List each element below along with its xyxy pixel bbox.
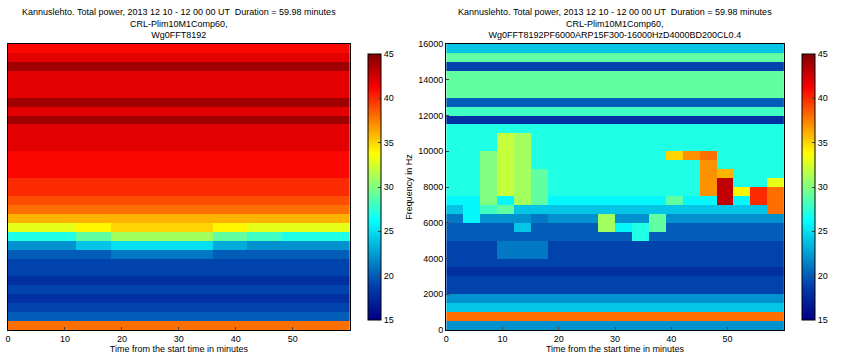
svg-text:Kannuslehto. Total power, 2013: Kannuslehto. Total power, 2013 12 10 - 1… [22,7,336,40]
svg-text:6000: 6000 [423,218,443,228]
svg-text:15: 15 [818,315,828,325]
svg-text:30: 30 [818,182,828,192]
svg-text:Time from the start time in mi: Time from the start time in minutes [110,344,249,354]
svg-text:45: 45 [384,49,394,59]
svg-text:0: 0 [444,334,449,344]
svg-text:20: 20 [818,271,828,281]
svg-text:15: 15 [384,315,394,325]
svg-text:45: 45 [818,49,828,59]
svg-text:10000: 10000 [418,146,443,156]
svg-text:10: 10 [497,334,507,344]
svg-text:50: 50 [288,334,298,344]
svg-text:50: 50 [723,334,733,344]
svg-text:35: 35 [384,138,394,148]
svg-text:16000: 16000 [418,39,443,49]
svg-text:Time from the start time in mi: Time from the start time in minutes [546,344,685,354]
svg-text:40: 40 [384,93,394,103]
svg-text:8000: 8000 [423,182,443,192]
svg-text:2000: 2000 [423,289,443,299]
svg-text:Kannuslehto. Total power, 2013: Kannuslehto. Total power, 2013 12 10 - 1… [458,7,772,40]
svg-text:0: 0 [5,334,10,344]
svg-text:20: 20 [384,271,394,281]
svg-text:25: 25 [384,226,394,236]
svg-text:Frequency in Hz: Frequency in Hz [404,154,414,220]
svg-text:40: 40 [231,334,241,344]
svg-text:40: 40 [818,93,828,103]
svg-text:12000: 12000 [418,111,443,121]
svg-text:0: 0 [438,325,443,335]
svg-text:20: 20 [117,334,127,344]
svg-text:30: 30 [610,334,620,344]
svg-text:4000: 4000 [423,254,443,264]
svg-text:10: 10 [60,334,70,344]
svg-text:35: 35 [818,138,828,148]
svg-text:30: 30 [174,334,184,344]
svg-text:40: 40 [666,334,676,344]
svg-text:30: 30 [384,182,394,192]
svg-text:14000: 14000 [418,75,443,85]
svg-text:25: 25 [818,226,828,236]
svg-text:20: 20 [554,334,564,344]
